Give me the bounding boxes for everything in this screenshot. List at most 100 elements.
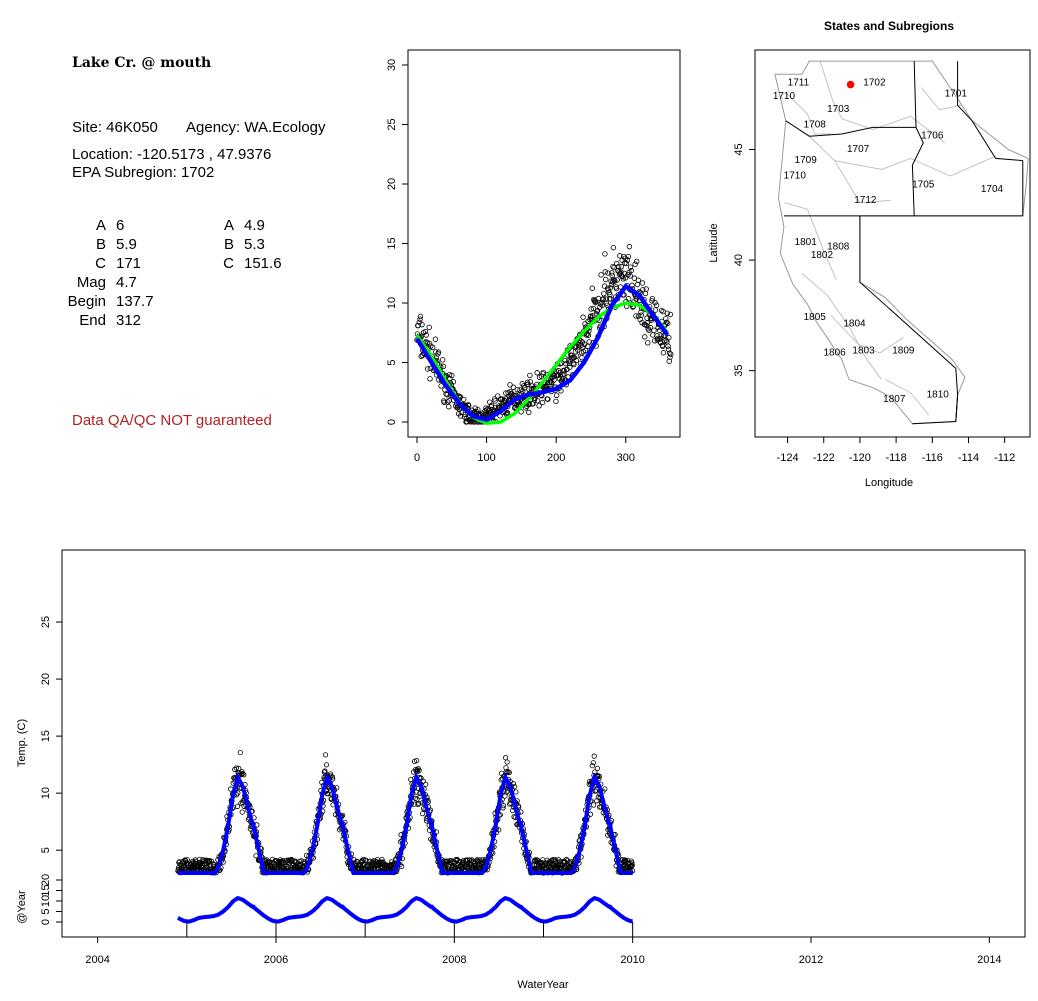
observation-point — [415, 322, 421, 329]
year-fit-line — [177, 895, 633, 924]
ts-y-tick-label: 15 — [40, 730, 52, 742]
observation-point — [567, 364, 573, 370]
observation-point — [652, 299, 658, 306]
param-label2: A — [223, 217, 234, 234]
param-value2: 5.3 — [244, 236, 265, 253]
ts-observation-point — [512, 784, 518, 790]
subregion-boundary — [787, 93, 831, 135]
ts-x-tick-label: 2006 — [264, 954, 288, 966]
observation-point — [468, 418, 474, 425]
ts-observation-point — [463, 858, 469, 864]
seasonal-fit-line — [415, 283, 670, 422]
observation-point — [608, 281, 615, 288]
ts-observation-point — [325, 791, 331, 797]
observation-point — [598, 272, 604, 278]
observation-point — [588, 306, 594, 312]
ts-observation-point — [414, 768, 421, 775]
observation-point — [624, 257, 631, 263]
observation-point — [507, 389, 514, 395]
observation-point — [427, 376, 433, 382]
state-boundary — [957, 61, 1023, 162]
ts-x-tick-label: 2004 — [85, 954, 109, 966]
observation-point — [635, 277, 641, 283]
subregion-boundary — [819, 60, 843, 119]
observation-point — [644, 320, 651, 326]
observation-point — [611, 276, 617, 283]
map-y-axis-label: Latitude — [708, 223, 720, 262]
observation-point — [457, 413, 464, 419]
observation-point — [438, 383, 444, 389]
ts-observation-point — [240, 770, 246, 777]
observation-point — [668, 351, 674, 357]
site-title: Lake Cr. @ mouth — [72, 55, 212, 71]
observation-point — [666, 350, 673, 356]
subregion-label-7: 1707 — [847, 144, 870, 155]
ts-x-tick-label: 2012 — [799, 954, 823, 966]
ts-observation-point — [500, 805, 506, 811]
observation-point — [504, 409, 511, 416]
observation-point — [640, 287, 646, 293]
observation-point — [667, 354, 673, 360]
ts-observation-point — [510, 781, 517, 787]
observation-point — [660, 350, 667, 356]
subregion-boundaries — [783, 60, 996, 416]
observation-point — [561, 371, 567, 377]
map-x-tick-label: -118 — [886, 452, 907, 464]
subregion-label-2: 1710 — [773, 91, 796, 102]
observation-point — [609, 270, 615, 276]
ts-observation-point — [590, 760, 596, 766]
ts-observation-point — [629, 862, 635, 868]
state-boundary — [912, 394, 959, 425]
y-tick-label: 5 — [386, 359, 398, 365]
observation-point — [514, 386, 520, 393]
observation-point — [633, 313, 639, 319]
observation-point — [663, 319, 670, 326]
observation-point — [567, 358, 574, 365]
observation-point — [602, 251, 608, 257]
ts-observation-point — [506, 769, 512, 776]
observation-point — [539, 399, 546, 406]
ts-x-tick-label: 2008 — [442, 954, 466, 966]
observation-point — [601, 283, 608, 289]
ts-y2-tick-label: 5 — [40, 908, 52, 914]
ts-y-tick-label: 10 — [40, 787, 52, 799]
region-outline — [774, 60, 1029, 425]
subregion-text: EPA Subregion: 1702 — [72, 164, 215, 181]
observation-point — [614, 277, 620, 283]
observation-point — [582, 347, 589, 354]
observation-point — [575, 347, 581, 353]
map-x-axis-label: Longitude — [865, 477, 913, 489]
state-boundary — [911, 127, 924, 216]
subregion-label-19: 1803 — [852, 345, 875, 356]
subregion-label-0: 1711 — [788, 78, 810, 89]
observation-point — [417, 316, 423, 322]
map-x-tick-label: -114 — [958, 452, 979, 464]
ts-observation-point — [184, 857, 190, 863]
observation-point — [518, 409, 524, 415]
param-label: Begin — [67, 293, 106, 310]
observation-point — [589, 285, 595, 291]
ts-observation-point — [500, 803, 507, 809]
observation-point — [663, 316, 669, 322]
ts-observation-point — [594, 765, 600, 771]
observation-point — [633, 296, 640, 302]
ts-observation-point — [399, 863, 405, 869]
observation-point — [460, 396, 467, 403]
subregion-label-12: 1712 — [854, 195, 877, 206]
observation-point — [439, 357, 446, 363]
param-label: B — [95, 236, 106, 253]
observation-point — [602, 269, 609, 275]
subregion-label-3: 1701 — [945, 89, 968, 100]
observation-point — [616, 263, 622, 270]
observation-point — [638, 312, 644, 318]
y-tick-label: 20 — [386, 178, 398, 190]
observation-point — [643, 286, 649, 292]
ts-observation-point — [237, 749, 243, 756]
observation-point — [510, 384, 517, 390]
x-tick-label: 100 — [477, 452, 495, 464]
observation-point — [545, 396, 551, 402]
observation-point — [658, 307, 665, 314]
observation-point — [449, 372, 455, 379]
subregion-label-11: 1704 — [981, 184, 1004, 195]
observation-point — [647, 324, 654, 331]
